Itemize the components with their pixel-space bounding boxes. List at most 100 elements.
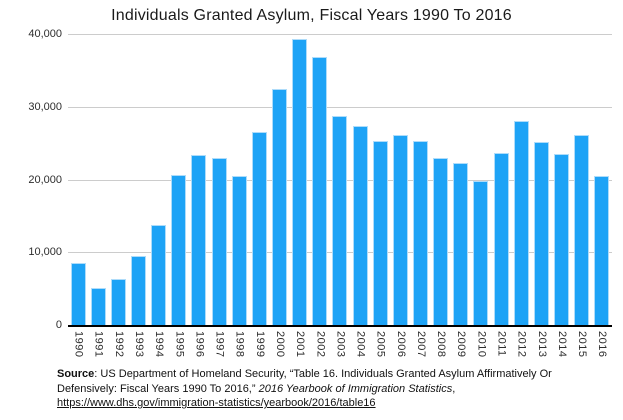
x-label-slot: 2004 <box>350 331 370 357</box>
bar-2005 <box>372 141 388 325</box>
x-tick-label: 2011 <box>495 331 508 357</box>
source-publication-title: 2016 Yearbook of Immigration Statistics <box>258 382 453 395</box>
x-tick-label: 1998 <box>233 331 246 358</box>
bar-slot <box>249 34 269 325</box>
x-label-slot: 1993 <box>128 331 148 357</box>
x-label-slot: 2007 <box>410 331 430 357</box>
x-label-slot: 1999 <box>249 331 269 357</box>
x-label-slot: 2002 <box>310 331 330 357</box>
x-tick-label: 2001 <box>294 331 307 358</box>
bar-slot <box>572 34 592 325</box>
x-label-slot: 1990 <box>68 331 88 357</box>
x-label-slot: 2008 <box>431 331 451 357</box>
x-tick-label: 2013 <box>535 331 548 358</box>
x-label-slot: 1996 <box>189 331 209 357</box>
x-label-slot: 1995 <box>169 331 189 357</box>
source-url-link[interactable]: https://www.dhs.gov/immigration-statisti… <box>57 397 376 409</box>
x-tick-label: 1995 <box>173 331 186 358</box>
x-label-slot: 2013 <box>531 331 551 357</box>
x-axis-labels: 1990 1991 1992 1993 1994 1995 1996 1997 1998 1999… <box>68 331 612 357</box>
x-tick-label: 1994 <box>153 331 166 358</box>
bar-slot <box>269 34 289 325</box>
bar-slot <box>330 34 350 325</box>
bar-1997 <box>211 158 227 325</box>
bar-slot <box>592 34 612 325</box>
bar-1998 <box>231 176 247 325</box>
x-tick-label: 2008 <box>435 331 448 358</box>
source-citation: Source: US Department of Homeland Securi… <box>57 367 592 411</box>
x-tick-label: 2014 <box>555 331 568 358</box>
x-label-slot: 2014 <box>551 331 571 357</box>
bar-slot <box>189 34 209 325</box>
bar-2011 <box>493 152 509 325</box>
bar-slot <box>551 34 571 325</box>
x-tick-label: 1993 <box>132 331 145 358</box>
bar-2010 <box>473 181 489 325</box>
x-label-slot: 2012 <box>511 331 531 357</box>
x-tick-label: 1991 <box>92 331 105 358</box>
bar-slot <box>128 34 148 325</box>
y-tick-label: 30,000 <box>28 100 62 113</box>
x-label-slot: 1992 <box>108 331 128 357</box>
chart-title: Individuals Granted Asylum, Fiscal Years… <box>111 7 512 24</box>
bar-slot <box>431 34 451 325</box>
bar-1992 <box>110 279 126 325</box>
x-tick-label: 2005 <box>374 331 387 358</box>
y-tick-label: 10,000 <box>28 246 62 259</box>
bar-2001 <box>292 39 308 325</box>
bar-2008 <box>433 158 449 325</box>
x-tick-label: 2015 <box>576 331 589 358</box>
x-label-slot: 2010 <box>471 331 491 357</box>
bar-2014 <box>553 153 569 325</box>
y-tick-label: 20,000 <box>28 173 62 186</box>
bar-slot <box>350 34 370 325</box>
source-label: Source <box>57 368 95 380</box>
bar-slot <box>108 34 128 325</box>
x-tick-label: 2000 <box>273 331 286 358</box>
bar-1994 <box>151 224 167 325</box>
bar-slot <box>169 34 189 325</box>
x-tick-label: 2003 <box>334 331 347 358</box>
bar-slot <box>88 34 108 325</box>
y-axis-labels: 40,000 30,000 20,000 10,000 0 <box>0 28 62 331</box>
x-tick-label: 2010 <box>475 331 488 358</box>
x-tick-label: 2007 <box>414 331 427 358</box>
x-label-slot: 2005 <box>370 331 390 357</box>
source-text-separator: , <box>452 382 456 395</box>
bar-2000 <box>271 88 287 325</box>
bar-slot <box>491 34 511 325</box>
x-axis-line <box>68 325 612 327</box>
x-label-slot: 1997 <box>209 331 229 357</box>
bars <box>68 34 612 325</box>
bar-slot <box>149 34 169 325</box>
x-tick-label: 1990 <box>72 331 85 358</box>
bar-1995 <box>171 174 187 325</box>
x-label-slot: 2011 <box>491 331 511 357</box>
bar-2003 <box>332 116 348 325</box>
x-tick-label: 1999 <box>253 331 266 358</box>
bar-slot <box>310 34 330 325</box>
bar-2016 <box>594 176 610 325</box>
bar-slot <box>511 34 531 325</box>
x-tick-label: 2002 <box>314 331 327 358</box>
y-tick-label: 40,000 <box>28 28 62 40</box>
source-text: : US Department of Homeland Security, “T… <box>57 368 552 395</box>
x-label-slot: 2016 <box>592 331 612 357</box>
gridline <box>68 34 612 35</box>
x-label-slot: 1994 <box>149 331 169 357</box>
bar-2006 <box>392 135 408 325</box>
bar-1999 <box>251 131 267 325</box>
bar-1996 <box>191 155 207 325</box>
x-tick-label: 2009 <box>455 331 468 358</box>
y-tick-label: 0 <box>55 319 62 331</box>
x-label-slot: 2000 <box>269 331 289 357</box>
bar-1993 <box>130 255 146 325</box>
bar-2013 <box>533 141 549 325</box>
bar-1991 <box>90 288 106 325</box>
x-label-slot: 1998 <box>229 331 249 357</box>
bar-2004 <box>352 126 368 325</box>
bar-slot <box>451 34 471 325</box>
bar-slot <box>290 34 310 325</box>
bar-slot <box>229 34 249 325</box>
x-label-slot: 2001 <box>290 331 310 357</box>
